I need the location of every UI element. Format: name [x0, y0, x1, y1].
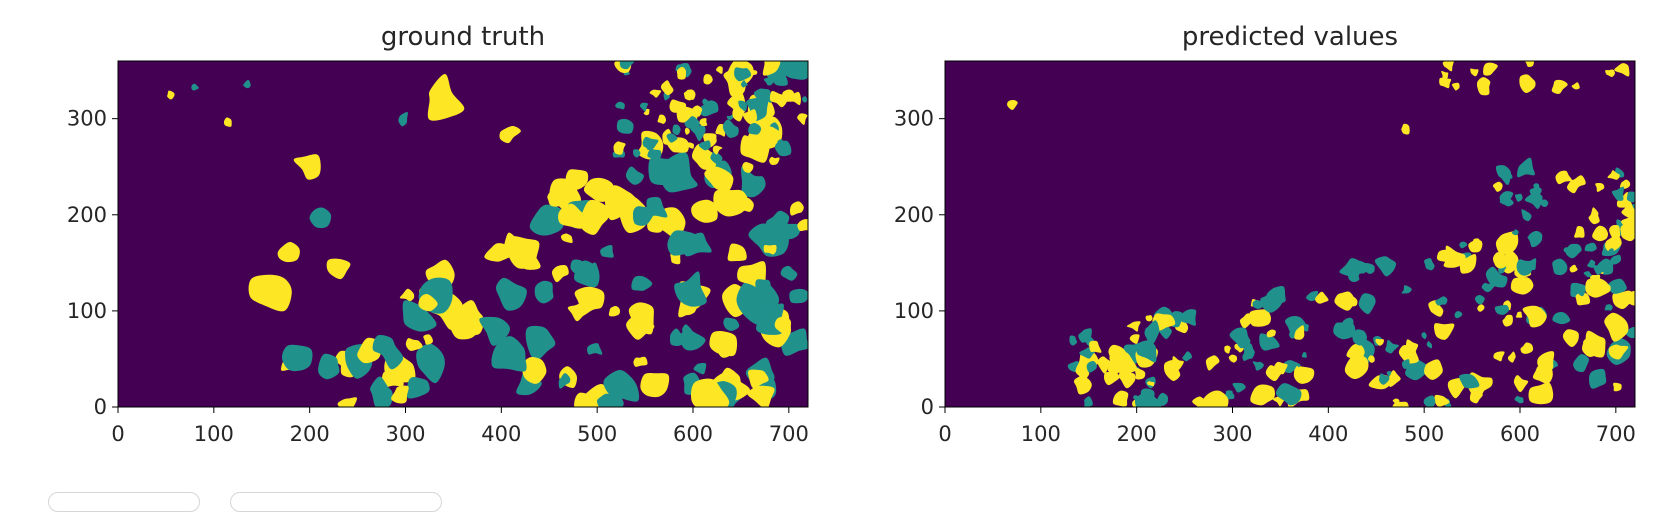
predicted-values-plot-area: [945, 56, 1642, 419]
class-high-region: [1392, 402, 1408, 416]
x-tick-label: 100: [1021, 422, 1061, 446]
x-tick-label: 300: [385, 422, 425, 446]
predicted-values-x-ticks: 0 100 200 300 400 500 600 700: [938, 407, 1636, 446]
y-tick-label: 0: [94, 395, 107, 419]
x-tick-label: 0: [938, 422, 951, 446]
x-tick-label: 400: [1308, 422, 1348, 446]
y-tick-label: 200: [894, 203, 934, 227]
x-tick-label: 300: [1212, 422, 1252, 446]
x-tick-label: 600: [1500, 422, 1540, 446]
x-tick-label: 100: [194, 422, 234, 446]
ground-truth-x-ticks: 0 100 200 300 400 500 600 700: [111, 407, 809, 446]
x-tick-label: 600: [673, 422, 713, 446]
x-tick-label: 700: [769, 422, 809, 446]
y-tick-label: 300: [67, 107, 107, 131]
figure: ground truth 0 100 200 300 400 500 600 700 0 100…: [0, 0, 1673, 499]
ground-truth-panel: ground truth 0 100 200 300 400 500 600 700 0 100…: [67, 22, 816, 446]
y-tick-label: 300: [894, 107, 934, 131]
class-mid-region: [282, 345, 313, 371]
x-tick-label: 500: [577, 422, 617, 446]
x-tick-label: 400: [481, 422, 521, 446]
y-tick-label: 0: [921, 395, 934, 419]
class-high-region: [1613, 383, 1622, 392]
class-high-region: [750, 70, 757, 75]
predicted-values-panel: predicted values 0 100 200 300 400 500 600 700 …: [894, 22, 1642, 446]
y-tick-label: 100: [894, 299, 934, 323]
output-control-button[interactable]: [48, 492, 200, 512]
y-tick-label: 200: [67, 203, 107, 227]
x-tick-label: 0: [111, 422, 124, 446]
output-control-button[interactable]: [230, 492, 442, 512]
ground-truth-title: ground truth: [381, 22, 545, 52]
x-tick-label: 200: [290, 422, 330, 446]
predicted-values-y-ticks: 0 100 200 300: [894, 107, 945, 419]
predicted-values-title: predicted values: [1182, 22, 1398, 52]
ground-truth-y-ticks: 0 100 200 300: [67, 107, 118, 419]
y-tick-label: 100: [67, 299, 107, 323]
ground-truth-plot-area: [118, 53, 815, 422]
x-tick-label: 500: [1404, 422, 1444, 446]
class-mid-region: [647, 149, 661, 159]
x-tick-label: 200: [1117, 422, 1157, 446]
class-mid-region: [1627, 191, 1638, 202]
x-tick-label: 700: [1596, 422, 1636, 446]
